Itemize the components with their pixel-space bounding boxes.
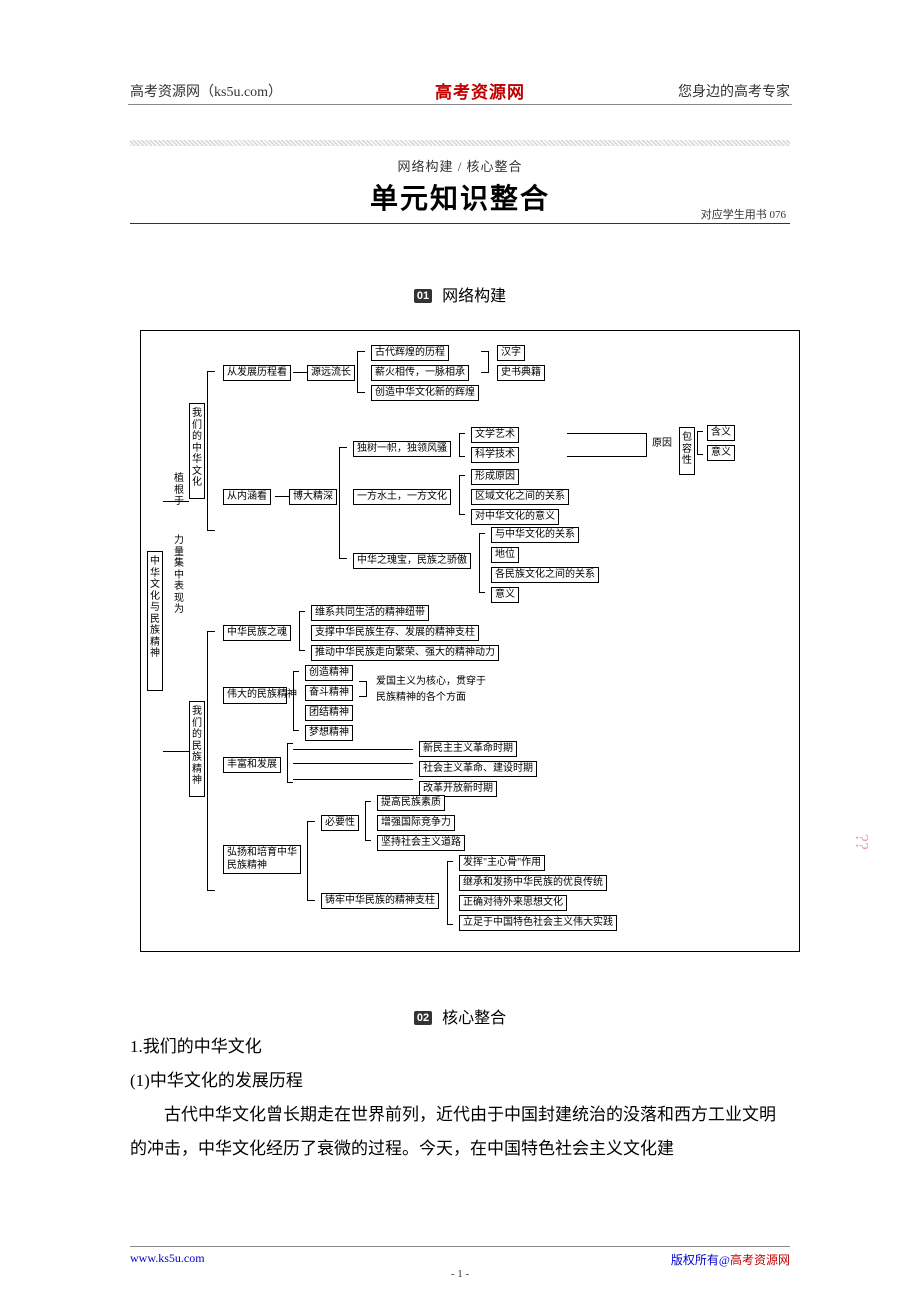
node-g1b2-s2r0: 与中华文化的关系: [491, 527, 579, 543]
node-g1b1-mid: 源远流长: [307, 365, 355, 381]
concept-diagram: 中华文化与民族精神 力量集中表现为 植根于 我们的中华文化 从发展历程看 源远流…: [140, 330, 800, 952]
title-subtitle: 网络构建 / 核心整合: [130, 156, 790, 175]
node-g2b2: 伟大的民族精神: [223, 687, 287, 704]
node-g2b3-l0: 新民主主义革命时期: [419, 741, 517, 757]
node-g2b2-l3: 梦想精神: [305, 725, 353, 741]
node-reason-r0: 含义: [707, 425, 735, 441]
node-g1b2-s2: 中华之瑰宝，民族之骄傲: [353, 553, 471, 569]
header-rule: [128, 104, 792, 105]
footer-copy-site: 高考资源网: [730, 1253, 790, 1267]
node-g2b4-s1l0: 提高民族素质: [377, 795, 445, 811]
node-g2b3-l1: 社会主义革命、建设时期: [419, 761, 537, 777]
header-right: 您身边的高考专家: [678, 81, 790, 101]
node-g1b1-r0: 汉字: [497, 345, 525, 361]
section-2-num: 02: [414, 1011, 432, 1025]
node-g2b2-n0: 爱国主义为核心，贯穿于: [373, 675, 489, 689]
section-2-label: 核心整合: [442, 1010, 506, 1027]
node-reason-box: 包容性: [679, 427, 695, 475]
node-g2b2-l1: 奋斗精神: [305, 685, 353, 701]
node-g2b4-s2l3: 立足于中国特色社会主义伟大实践: [459, 915, 617, 931]
footer-copy: 版权所有@高考资源网: [671, 1251, 790, 1268]
node-g2b4-s1l2: 坚持社会主义道路: [377, 835, 465, 851]
header-site-name: 高考资源网: [435, 78, 525, 103]
node-g2b4-s2: 铸牢中华民族的精神支柱: [321, 893, 439, 909]
node-g1b2-s2r2: 各民族文化之间的关系: [491, 567, 599, 583]
node-g1b1: 从发展历程看: [223, 365, 291, 381]
node-reason-tag: 原因: [649, 437, 675, 451]
node-g1b2-s0: 独树一帜，独领风骚: [353, 441, 451, 457]
title-underline: 对应学生用书 076: [130, 223, 790, 224]
node-reason-r1: 意义: [707, 445, 735, 461]
title-page-ref: 对应学生用书 076: [701, 206, 786, 222]
node-g2b4-s1: 必要性: [321, 815, 359, 831]
footer: www.ks5u.com 版权所有@高考资源网: [130, 1246, 790, 1268]
node-g1b1-l2: 创造中华文化新的辉煌: [371, 385, 479, 401]
node-g1b2-s1: 一方水土，一方文化: [353, 489, 451, 505]
node-g2b4-s1l1: 增强国际竞争力: [377, 815, 455, 831]
node-g2b2-l2: 团结精神: [305, 705, 353, 721]
node-g2b1: 中华民族之魂: [223, 625, 291, 641]
title-hatch: [130, 140, 790, 146]
body-h2: (1)中华文化的发展历程: [130, 1064, 784, 1098]
footer-url[interactable]: www.ks5u.com: [130, 1251, 205, 1268]
node-g2b4: 弘扬和培育中华民族精神: [223, 845, 301, 874]
node-g1-title: 我们的中华文化: [189, 403, 205, 499]
node-g1b2-s2r1: 地位: [491, 547, 519, 563]
body-h1: 1.我们的中华文化: [130, 1030, 784, 1064]
node-g1b2-s1r1: 区域文化之间的关系: [471, 489, 569, 505]
node-g1b2-s1r2: 对中华文化的意义: [471, 509, 559, 525]
node-midlink-bottom: 植根于: [171, 469, 187, 524]
body-text: 1.我们的中华文化 (1)中华文化的发展历程 古代中华文化曾长期走在世界前列，近…: [130, 1030, 784, 1166]
node-midlink-top: 力量集中表现为: [171, 531, 187, 631]
title-block: 网络构建 / 核心整合 单元知识整合 对应学生用书 076: [130, 140, 790, 224]
node-g2b4-s2l0: 发挥"主心骨"作用: [459, 855, 545, 871]
node-root: 中华文化与民族精神: [147, 551, 163, 691]
section-1-head: 01 网络构建: [0, 258, 920, 320]
node-g1b2: 从内涵看: [223, 489, 271, 505]
node-g2b2-n1: 民族精神的各个方面: [373, 691, 469, 705]
node-g1b1-l1: 薪火相传，一脉相承: [371, 365, 469, 381]
node-g1b1-r1: 史书典籍: [497, 365, 545, 381]
node-g2b1-l1: 支撑中华民族生存、发展的精神支柱: [311, 625, 479, 641]
footer-copy-pre: 版权所有@: [671, 1253, 730, 1267]
node-g1b2-mid: 博大精深: [289, 489, 337, 505]
node-g1b2-s2r3: 意义: [491, 587, 519, 603]
node-g1b2-s1r0: 形成原因: [471, 469, 519, 485]
node-g2b1-l0: 维系共同生活的精神纽带: [311, 605, 429, 621]
node-g2b1-l2: 推动中华民族走向繁荣、强大的精神动力: [311, 645, 499, 661]
node-g2b4-s2l2: 正确对待外来思想文化: [459, 895, 567, 911]
page-number: - 1 -: [451, 1268, 469, 1280]
node-g2-title: 我们的民族精神: [189, 701, 205, 797]
node-g2b2-l0: 创造精神: [305, 665, 353, 681]
header-left: 高考资源网（ks5u.com）: [130, 81, 282, 101]
stray-mark: ??: [851, 834, 872, 850]
node-g1b2-s0r0: 文学艺术: [471, 427, 519, 443]
section-1-label: 网络构建: [442, 288, 506, 305]
node-g2b3: 丰富和发展: [223, 757, 281, 773]
section-1-num: 01: [414, 289, 432, 303]
node-g1b2-s0r1: 科学技术: [471, 447, 519, 463]
title-main: 单元知识整合: [130, 177, 790, 217]
body-p1: 古代中华文化曾长期走在世界前列，近代由于中国封建统治的没落和西方工业文明的冲击，…: [130, 1098, 784, 1166]
node-g1b1-l0: 古代辉煌的历程: [371, 345, 449, 361]
node-g2b4-s2l1: 继承和发扬中华民族的优良传统: [459, 875, 607, 891]
